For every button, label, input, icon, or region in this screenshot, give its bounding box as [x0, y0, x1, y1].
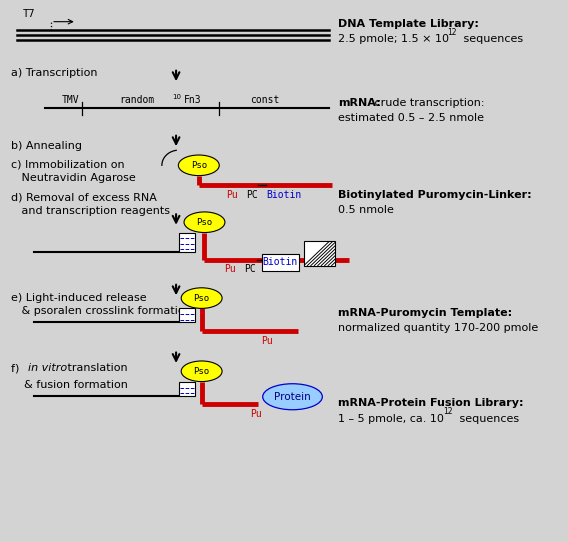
Text: Fn3: Fn3	[183, 95, 201, 105]
Text: Pso: Pso	[197, 218, 212, 227]
Text: Biotin: Biotin	[262, 257, 297, 267]
Text: normalized quantity 170-200 pmole: normalized quantity 170-200 pmole	[338, 323, 538, 333]
Text: mRNA-Protein Fusion Library:: mRNA-Protein Fusion Library:	[338, 398, 524, 408]
Text: estimated 0.5 – 2.5 nmole: estimated 0.5 – 2.5 nmole	[338, 113, 484, 122]
Bar	[179, 308, 195, 322]
Text: d) Removal of excess RNA
   and transcription reagents: d) Removal of excess RNA and transcripti…	[11, 192, 170, 216]
Text: 0.5 nmole: 0.5 nmole	[338, 205, 394, 215]
Ellipse shape	[181, 361, 222, 382]
Text: translation: translation	[64, 363, 128, 373]
Text: sequences: sequences	[456, 414, 519, 423]
Text: T7: T7	[23, 9, 35, 19]
Text: Pso: Pso	[194, 294, 210, 302]
Text: random: random	[119, 95, 154, 105]
Ellipse shape	[184, 212, 225, 233]
Text: mRNA:: mRNA:	[338, 98, 381, 107]
Ellipse shape	[262, 384, 323, 410]
Text: Pso: Pso	[194, 367, 210, 376]
Text: Pu: Pu	[224, 264, 236, 274]
Text: Pu: Pu	[226, 190, 238, 199]
Text: sequences: sequences	[460, 34, 523, 44]
Text: const: const	[250, 95, 279, 105]
Text: 1 – 5 pmole, ca. 10: 1 – 5 pmole, ca. 10	[338, 414, 444, 423]
Text: 10: 10	[172, 94, 181, 100]
Text: DNA Template Library:: DNA Template Library:	[338, 19, 479, 29]
Text: in vitro: in vitro	[28, 363, 68, 373]
Text: Pu: Pu	[261, 336, 273, 346]
Text: a) Transcription: a) Transcription	[11, 68, 98, 78]
Text: b) Annealing: b) Annealing	[11, 141, 82, 151]
Text: c) Immobilization on
   Neutravidin Agarose: c) Immobilization on Neutravidin Agarose	[11, 160, 136, 183]
Text: Pu: Pu	[250, 409, 262, 419]
Text: 2.5 pmole; 1.5 × 10: 2.5 pmole; 1.5 × 10	[338, 34, 449, 44]
Text: 12: 12	[443, 407, 453, 416]
Ellipse shape	[181, 288, 222, 308]
Text: f): f)	[11, 363, 23, 373]
Bar	[179, 382, 195, 396]
Text: Pso: Pso	[191, 161, 207, 170]
Ellipse shape	[178, 155, 219, 176]
Text: Biotinylated Puromycin-Linker:: Biotinylated Puromycin-Linker:	[338, 190, 532, 199]
FancyBboxPatch shape	[262, 254, 299, 271]
Text: TMV: TMV	[61, 95, 79, 105]
Text: e) Light-induced release
   & psoralen crosslink formation: e) Light-induced release & psoralen cros…	[11, 293, 192, 316]
Text: Protein: Protein	[274, 392, 311, 402]
Text: PC: PC	[246, 190, 258, 199]
Text: PC: PC	[244, 264, 256, 274]
Text: & fusion formation: & fusion formation	[24, 380, 128, 390]
Bar	[179, 233, 195, 252]
Text: Biotin: Biotin	[266, 190, 301, 199]
Text: crude transcription:: crude transcription:	[371, 98, 485, 107]
Text: 12: 12	[448, 28, 457, 37]
Text: mRNA-Puromycin Template:: mRNA-Puromycin Template:	[338, 308, 512, 318]
Bar	[304, 241, 335, 266]
